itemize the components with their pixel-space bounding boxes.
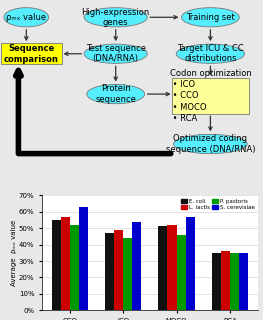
- Bar: [221, 251, 230, 310]
- Bar: [132, 221, 141, 310]
- Text: Codon optimization
 • ICO
 • CCO
 • MOCO
 • RCA: Codon optimization • ICO • CCO • MOCO • …: [170, 69, 251, 123]
- Text: Training set: Training set: [186, 13, 235, 22]
- Ellipse shape: [87, 84, 145, 104]
- FancyBboxPatch shape: [1, 43, 62, 64]
- Text: Sequence
comparison: Sequence comparison: [4, 44, 59, 64]
- Bar: [52, 220, 61, 310]
- Bar: [105, 233, 114, 310]
- Text: Optimized coding
sequence (DNA/RNA): Optimized coding sequence (DNA/RNA): [166, 134, 255, 154]
- Text: Protein
sequence: Protein sequence: [95, 84, 136, 104]
- Text: Target ICU & CC
distributions: Target ICU & CC distributions: [177, 44, 244, 63]
- Ellipse shape: [84, 44, 147, 63]
- Bar: [186, 217, 195, 310]
- Bar: [230, 253, 239, 310]
- Ellipse shape: [181, 8, 239, 27]
- Bar: [176, 235, 186, 310]
- Bar: [79, 207, 88, 310]
- Ellipse shape: [176, 44, 245, 63]
- Bar: [61, 217, 70, 310]
- Bar: [158, 227, 168, 310]
- Ellipse shape: [84, 8, 147, 27]
- Bar: [212, 253, 221, 310]
- Bar: [70, 225, 79, 310]
- Bar: [168, 225, 176, 310]
- Text: ρₘₓ value: ρₘₓ value: [6, 13, 46, 22]
- Bar: [123, 238, 132, 310]
- FancyBboxPatch shape: [172, 78, 249, 114]
- Bar: [239, 253, 248, 310]
- Ellipse shape: [4, 8, 49, 27]
- Ellipse shape: [174, 134, 247, 154]
- Legend: E. coli, L. lactis, P. pastoris, S. cerevisiae: E. coli, L. lactis, P. pastoris, S. cere…: [181, 198, 255, 210]
- Text: High-expression
genes: High-expression genes: [82, 8, 150, 27]
- Bar: [114, 230, 123, 310]
- Y-axis label: Average  ρₘₓ value: Average ρₘₓ value: [11, 220, 17, 286]
- Text: Test sequence
(DNA/RNA): Test sequence (DNA/RNA): [86, 44, 146, 63]
